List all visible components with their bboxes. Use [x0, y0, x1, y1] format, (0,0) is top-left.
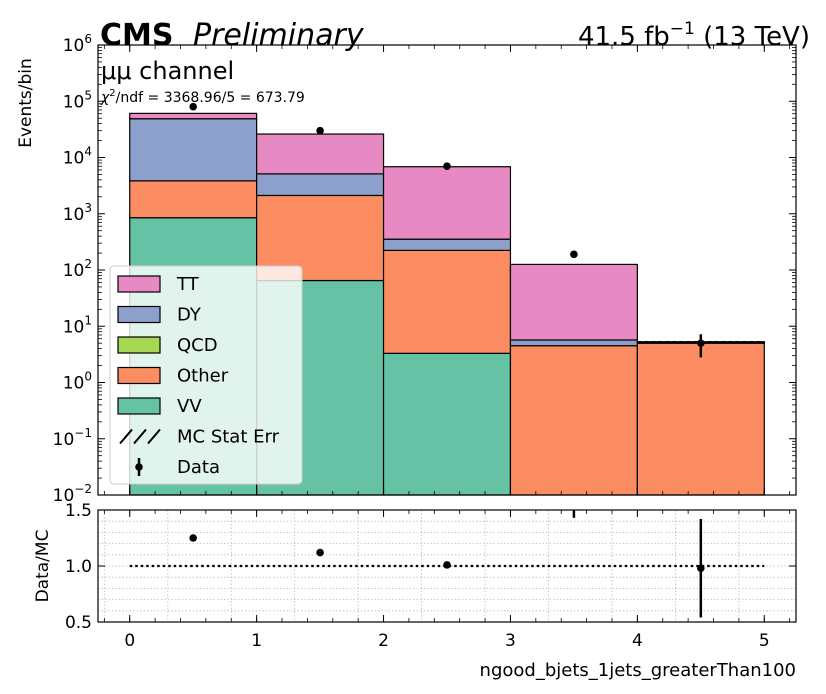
- y-tick-label-6: 104: [63, 145, 92, 169]
- legend-swatch-other: [117, 366, 161, 385]
- ratio-y-tick-label-0: 0.5: [65, 613, 92, 633]
- bar-tt-bin-2: [382, 166, 512, 240]
- y-tick-label-2: 100: [63, 370, 92, 394]
- bar-dy-bin-0: [129, 118, 258, 182]
- ratio-point-2: [443, 561, 451, 569]
- bar-vv-bin-2: [382, 352, 512, 496]
- legend-label-dy: DY: [177, 305, 202, 326]
- data-point-1: [316, 126, 324, 135]
- ratio-plot-panel: 0 1 2 3 4 5 0.5 1.0 1.5: [65, 501, 797, 651]
- luminosity-label: 41.5 fb−1 (13 TeV): [578, 19, 810, 52]
- bar-dy-bin-3: [509, 339, 638, 347]
- legend-data-marker: [135, 463, 143, 471]
- y-tick-label-4: 102: [63, 257, 92, 281]
- x-axis-label: ngood_bjets_1jets_greaterThan100: [480, 660, 796, 681]
- main-data-points: [189, 102, 705, 358]
- main-y-axis-label: Events/bin: [16, 58, 36, 148]
- bar-other-bin-0: [129, 180, 258, 219]
- bar-other-bin-4: [636, 342, 765, 496]
- y-tick-label-5: 103: [63, 201, 92, 225]
- y-tick-label-3: 101: [63, 313, 92, 337]
- legend-label-other: Other: [177, 366, 229, 387]
- y-tick-label-1: 10−1: [53, 426, 92, 450]
- chi2-label: χ2/ndf = 3368.96/5 = 673.79: [100, 88, 305, 106]
- bar-dy-bin-2: [382, 238, 512, 251]
- data-point-4: [697, 339, 705, 347]
- bar-tt-bin-1: [256, 133, 385, 175]
- x-tick-label-4: 4: [632, 631, 643, 651]
- ratio-axes: 0 1 2 3 4 5 0.5 1.0 1.5: [65, 501, 796, 651]
- channel-label: μμ channel: [101, 57, 234, 85]
- main-y-axis: 10−2 10−1 100 101 102 103 104 105 106: [53, 32, 796, 506]
- data-point-2: [443, 162, 451, 171]
- bar-other-bin-3: [509, 345, 638, 496]
- legend-hatch-mark: [147, 428, 161, 445]
- ratio-grid: [98, 509, 796, 623]
- legend-hatch-mark: [133, 428, 147, 445]
- legend-label-vv: VV: [177, 396, 202, 417]
- legend-label-data: Data: [177, 457, 220, 478]
- ratio-y-tick-label-1: 1.0: [65, 557, 92, 577]
- x-tick-label-1: 1: [251, 631, 262, 651]
- x-tick-label-2: 2: [378, 631, 389, 651]
- bar-tt-bin-3: [509, 263, 638, 341]
- ratio-point-1: [316, 548, 324, 557]
- legend-swatch-tt: [117, 275, 161, 293]
- legend-swatch-dy: [117, 305, 161, 324]
- legend-hatch-mark: [119, 428, 133, 445]
- legend-label-mc-stat-err: MC Stat Err: [177, 427, 280, 448]
- y-tick-label-0: 10−2: [53, 482, 92, 506]
- ratio-point-0: [189, 534, 197, 542]
- bar-other-bin-2: [382, 249, 512, 354]
- x-tick-label-5: 5: [759, 631, 770, 651]
- ratio-y-axis-label: Data/MC: [33, 530, 53, 603]
- legend-swatch-qcd: [117, 336, 161, 354]
- legend-label-tt: TT: [176, 274, 200, 295]
- preliminary-label: Preliminary: [193, 18, 365, 53]
- bar-tt-bin-0: [129, 112, 258, 120]
- data-point-0: [189, 102, 197, 111]
- bar-dy-bin-1: [256, 173, 385, 197]
- x-tick-label-0: 0: [124, 631, 135, 651]
- y-tick-label-7: 105: [63, 88, 92, 112]
- legend: TT DY QCD Other VV MC Stat Err Data: [109, 265, 303, 485]
- x-tick-label-3: 3: [505, 631, 516, 651]
- main-plot-frame: [97, 44, 797, 496]
- cms-label: CMS: [100, 18, 173, 53]
- legend-swatch-vv: [117, 397, 161, 415]
- ratio-plot-frame: [97, 509, 797, 623]
- y-tick-label-8: 106: [63, 32, 92, 56]
- legend-label-qcd: QCD: [177, 335, 218, 356]
- ratio-point-4: [697, 564, 705, 573]
- ratio-data-points: [189, 510, 705, 618]
- ratio-y-tick-label-2: 1.5: [65, 501, 92, 521]
- data-point-3: [570, 250, 578, 259]
